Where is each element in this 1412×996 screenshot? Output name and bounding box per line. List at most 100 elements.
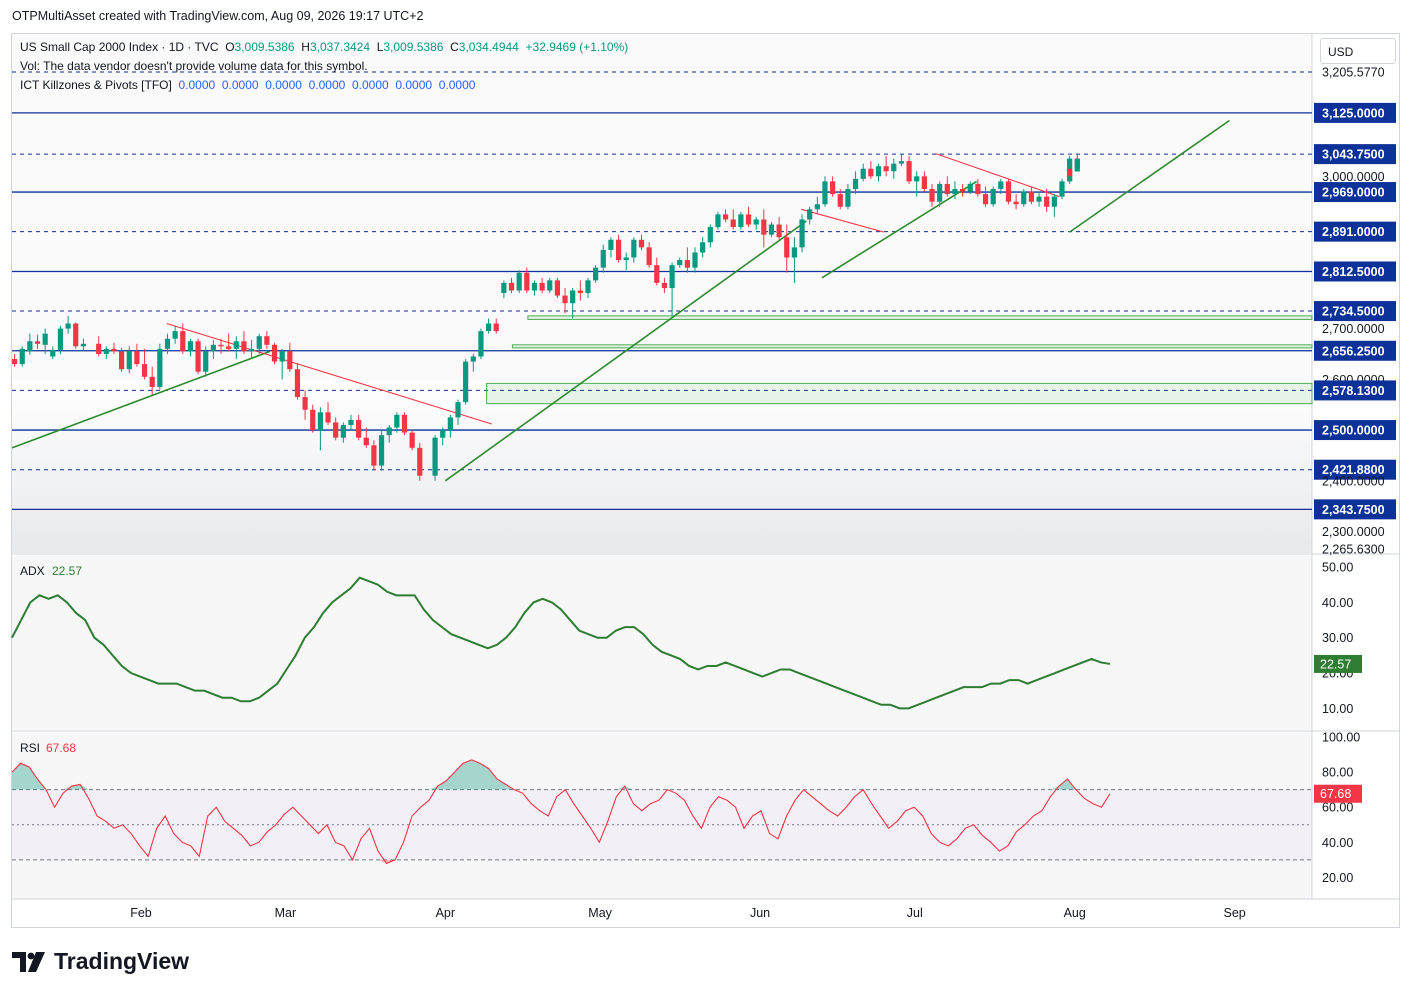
- candle-body: [310, 409, 316, 431]
- candle-body: [447, 417, 453, 431]
- candle-body: [440, 430, 446, 438]
- currency-selector[interactable]: USD: [1320, 38, 1396, 64]
- candle-body: [340, 424, 346, 438]
- candle-body: [1013, 201, 1019, 205]
- candle-body: [172, 331, 178, 339]
- tradingview-logo[interactable]: TradingView: [12, 948, 189, 975]
- time-tick-label: Jun: [750, 906, 770, 920]
- candle-body: [394, 414, 400, 428]
- legend-close-label: C: [450, 40, 459, 54]
- candle-body: [195, 341, 201, 372]
- trendline-up: [444, 220, 807, 482]
- candle-body: [371, 445, 377, 466]
- candle-body: [203, 351, 209, 372]
- legend-open: 3,009.5386: [234, 40, 295, 54]
- candle-body: [271, 344, 278, 362]
- candle-body: [883, 166, 889, 172]
- price-label-box: [1314, 182, 1396, 203]
- candle-body: [539, 282, 545, 291]
- candle-body: [279, 351, 285, 362]
- candle-body: [126, 351, 132, 370]
- candle-body: [378, 435, 385, 466]
- candle-body: [791, 247, 798, 258]
- adx-tick-label: 50.00: [1322, 561, 1353, 575]
- candle-body: [1005, 181, 1012, 202]
- candle-body: [570, 290, 576, 304]
- candle-body: [654, 265, 660, 283]
- candle-body: [65, 323, 71, 329]
- candle-body: [730, 219, 736, 228]
- candle-body: [11, 359, 18, 365]
- candle-body: [761, 219, 767, 235]
- price-tick-label: 3,000.0000: [1322, 170, 1385, 184]
- legend-row-indicator: ICT Killzones & Pivots [TFO] 0.0000 0.00…: [20, 78, 475, 92]
- brand-name: TradingView: [54, 948, 190, 974]
- candle-body: [700, 242, 706, 253]
- candle-body: [776, 224, 782, 238]
- price-label-box: [1314, 301, 1396, 322]
- candle-body: [593, 267, 599, 281]
- candle-body: [256, 336, 262, 349]
- adx-value-box: [1314, 654, 1362, 673]
- candle-body: [959, 189, 966, 192]
- adx-title-value: 22.57: [52, 564, 82, 578]
- candle-body: [264, 336, 270, 345]
- candle-body: [103, 348, 109, 354]
- candle-body: [501, 282, 507, 294]
- candle-body: [248, 348, 255, 352]
- price-label: 2,812.5000: [1322, 265, 1385, 279]
- candle-body: [554, 280, 560, 296]
- candle-body: [210, 344, 216, 352]
- candle-body: [906, 161, 912, 182]
- candle-body: [615, 239, 622, 261]
- adx-value-label: 22.57: [1320, 657, 1351, 671]
- candle-body: [585, 280, 591, 294]
- price-label-box: [1314, 420, 1396, 441]
- legend-high: 3,037.3424: [309, 40, 371, 54]
- candle-body: [1036, 196, 1042, 202]
- candle-body: [164, 338, 171, 349]
- candle-body: [187, 341, 194, 352]
- price-label: 3,125.0000: [1322, 106, 1385, 120]
- candle-body: [623, 257, 629, 261]
- adx-tick-label: 30.00: [1322, 631, 1353, 645]
- price-label: 2,656.2500: [1322, 344, 1385, 358]
- price-tick-label: 2,400.0000: [1322, 474, 1385, 488]
- legend-high-label: H: [301, 40, 310, 54]
- candle-body: [233, 341, 239, 349]
- candle-body: [875, 166, 882, 177]
- candle-body: [294, 369, 301, 398]
- price-label-box: [1314, 144, 1396, 165]
- candle-body: [814, 204, 820, 210]
- candle-body: [80, 343, 86, 347]
- candle-body: [845, 189, 851, 207]
- candle-body: [455, 402, 461, 418]
- candle-body: [119, 351, 125, 370]
- candle-body: [50, 349, 56, 357]
- legend-volume-note: Vol: The data vendor doesn't provide vol…: [20, 59, 368, 73]
- candle-body: [677, 260, 683, 266]
- candle-body: [937, 183, 943, 202]
- legend-low: 3,009.5386: [383, 40, 444, 54]
- candle-body: [363, 437, 369, 446]
- time-tick-label: Sep: [1223, 906, 1245, 920]
- adx-title: ADX: [20, 564, 45, 578]
- candle-body: [914, 176, 920, 182]
- adx-pane: [12, 556, 1312, 730]
- legend-change: +32.9469 (+1.10%): [525, 40, 629, 54]
- candle-body: [745, 214, 752, 225]
- price-tick-label: 2,700.0000: [1322, 322, 1385, 336]
- price-label-box: [1314, 102, 1396, 123]
- candle-body: [356, 419, 362, 438]
- price-tick-label: 2,300.0000: [1322, 525, 1385, 539]
- candle-body: [784, 237, 790, 258]
- candle-body: [646, 247, 652, 266]
- candle-body: [180, 331, 186, 352]
- candle-body: [417, 447, 423, 476]
- trendline-up: [821, 180, 978, 279]
- candle-body: [1044, 196, 1050, 207]
- candle-body: [508, 282, 515, 291]
- candle-body: [386, 427, 392, 436]
- candle-body: [1021, 191, 1027, 205]
